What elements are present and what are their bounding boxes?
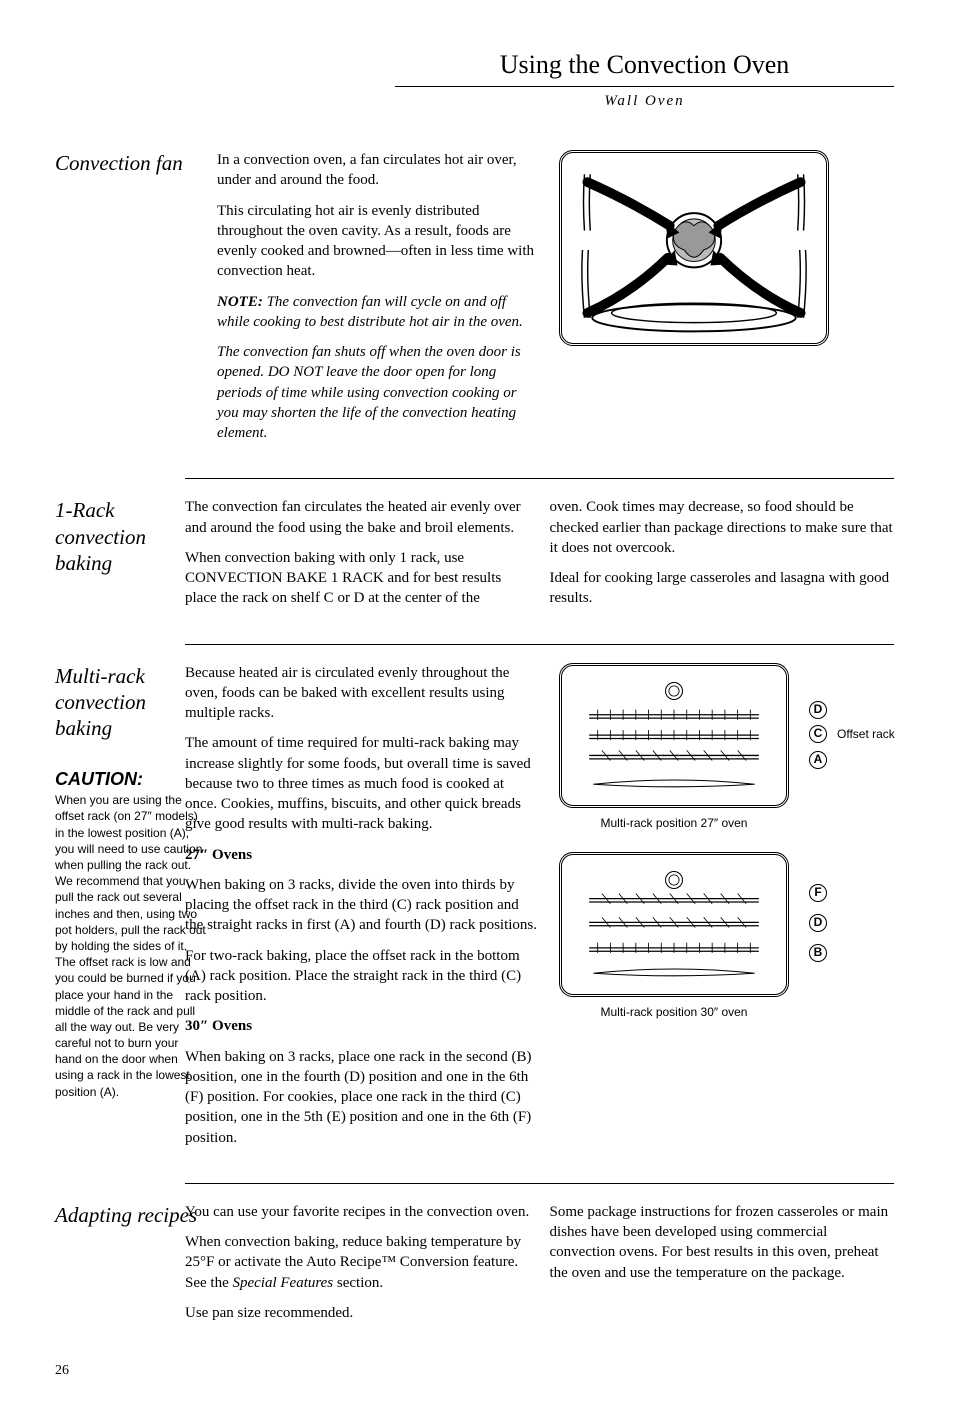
body-text: The convection fan circulates the heated… xyxy=(185,497,530,538)
body-text: Use pan size recommended. xyxy=(185,1303,530,1323)
body-text: This circulating hot air is evenly distr… xyxy=(217,201,539,282)
figure-caption: Multi-rack position 27″ oven xyxy=(559,816,789,830)
rack-label-f: F xyxy=(809,884,827,902)
body-text: Ideal for cooking large casseroles and l… xyxy=(550,568,895,609)
page-number: 26 xyxy=(55,1363,894,1379)
body-text: When convection baking, reduce baking te… xyxy=(185,1232,530,1293)
section-1-rack: 1-Rack convection baking The convection … xyxy=(185,478,894,618)
note-text: NOTE: The convection fan will cycle on a… xyxy=(217,292,539,333)
body-text: You can use your favorite recipes in the… xyxy=(185,1202,530,1222)
rack-label-d: D xyxy=(809,701,827,719)
body-text: The amount of time required for multi-ra… xyxy=(185,733,539,834)
section-convection-fan: Convection fan In a convection oven, a f… xyxy=(55,150,894,453)
rack-label-d: D xyxy=(809,914,827,932)
body-text: When baking on 3 racks, divide the oven … xyxy=(185,875,539,936)
body-text: When convection baking with only 1 rack,… xyxy=(185,548,530,609)
subheading: 30″ Ovens xyxy=(185,1016,539,1036)
body-text: Some package instructions for frozen cas… xyxy=(550,1202,895,1283)
body-text: When baking on 3 racks, place one rack i… xyxy=(185,1047,539,1148)
oven-27-illustration: D C Offset rack A Multi-rack position 27… xyxy=(559,663,894,830)
note-label: NOTE: xyxy=(217,294,263,310)
text-run-italic: Special Features xyxy=(232,1275,333,1291)
body-text-italic: The convection fan shuts off when the ov… xyxy=(217,342,539,443)
oven-30-illustration: F D B Multi-rack position 30″ oven xyxy=(559,852,894,1019)
section-adapting-recipes: Adapting recipes You can use your favori… xyxy=(185,1183,894,1333)
offset-rack-label: Offset rack xyxy=(837,727,895,741)
rack-label-c: C xyxy=(809,725,827,743)
subheading: 27″ Ovens xyxy=(185,845,539,865)
rack-label-a: A xyxy=(809,751,827,769)
note-body: The convection fan will cycle on and off… xyxy=(217,294,523,330)
convection-fan-illustration xyxy=(559,150,829,346)
rack-label-b: B xyxy=(809,944,827,962)
body-text: oven. Cook times may decrease, so food s… xyxy=(550,497,895,558)
body-text: Because heated air is circulated evenly … xyxy=(185,663,539,724)
text-run: section. xyxy=(333,1275,383,1291)
page-title: Using the Convection Oven xyxy=(395,50,894,80)
section-multi-rack: Multi-rack convection baking CAUTION: Wh… xyxy=(185,644,894,1158)
page-subtitle: Wall Oven xyxy=(395,93,894,110)
figure-caption: Multi-rack position 30″ oven xyxy=(559,1005,789,1019)
side-heading: Convection fan xyxy=(55,150,207,176)
body-text: In a convection oven, a fan circulates h… xyxy=(217,150,539,191)
title-rule xyxy=(395,86,894,87)
body-text: For two-rack baking, place the offset ra… xyxy=(185,946,539,1007)
